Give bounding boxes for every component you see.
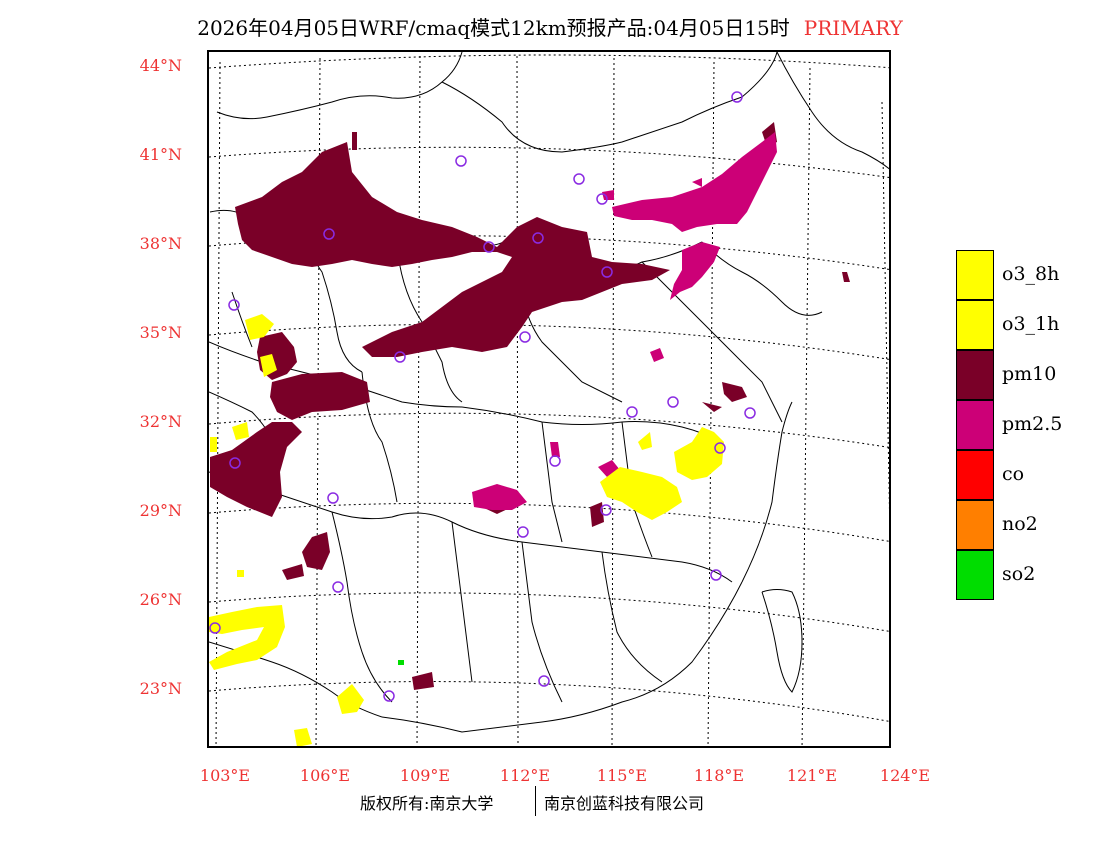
lon-label-109: 109°E (399, 766, 451, 785)
lon-label-106: 106°E (299, 766, 351, 785)
legend-item-o3-1h: o3_1h (956, 300, 1096, 350)
lon-label-124: 124°E (879, 766, 931, 785)
lat-label-38: 38°N (139, 234, 182, 253)
legend-swatch-pm25 (956, 400, 994, 450)
lat-label-29: 29°N (139, 501, 182, 520)
legend-item-so2: so2 (956, 550, 1096, 600)
legend-label-pm25: pm2.5 (1002, 413, 1063, 435)
legend-swatch-o3-8h (956, 250, 994, 300)
primary-tag: PRIMARY (803, 16, 903, 40)
footer-company: 南京创蓝科技有限公司 (544, 794, 705, 813)
lat-label-44: 44°N (139, 56, 182, 75)
lon-label-121: 121°E (786, 766, 838, 785)
map-title: 2026年04月05日WRF/cmaq模式12km预报产品:04月05日15时 P… (0, 12, 1100, 41)
lat-label-35: 35°N (139, 323, 182, 342)
legend-item-pm10: pm10 (956, 350, 1096, 400)
lon-label-103: 103°E (199, 766, 251, 785)
legend-swatch-pm10 (956, 350, 994, 400)
legend-label-o3-1h: o3_1h (1002, 313, 1060, 335)
lon-label-115: 115°E (596, 766, 648, 785)
legend: o3_8h o3_1h pm10 pm2.5 co no2 so2 (956, 250, 1096, 600)
lat-label-32: 32°N (139, 412, 182, 431)
legend-label-no2: no2 (1002, 513, 1038, 535)
legend-swatch-o3-1h (956, 300, 994, 350)
lon-label-112: 112°E (499, 766, 551, 785)
legend-swatch-so2 (956, 550, 994, 600)
legend-item-pm25: pm2.5 (956, 400, 1096, 450)
legend-item-o3-8h: o3_8h (956, 250, 1096, 300)
legend-item-no2: no2 (956, 500, 1096, 550)
map-panel[interactable] (207, 50, 891, 748)
legend-label-co: co (1002, 463, 1025, 485)
legend-label-so2: so2 (1002, 563, 1036, 585)
legend-swatch-co (956, 450, 994, 500)
legend-swatch-no2 (956, 500, 994, 550)
lat-label-23: 23°N (139, 679, 182, 698)
station-markers (209, 91, 756, 702)
footer-copyright: 版权所有:南京大学 (360, 794, 494, 813)
lon-label-118: 118°E (693, 766, 745, 785)
so2-patch (398, 660, 404, 665)
legend-label-o3-8h: o3_8h (1002, 263, 1060, 285)
map-title-text: 2026年04月05日WRF/cmaq模式12km预报产品:04月05日15时 (197, 16, 790, 40)
pm25-region (472, 132, 777, 510)
lat-label-41: 41°N (139, 145, 182, 164)
legend-item-co: co (956, 450, 1096, 500)
footer-separator (535, 786, 536, 816)
pm10-region (210, 122, 850, 690)
legend-label-pm10: pm10 (1002, 363, 1057, 385)
map-canvas (209, 52, 889, 746)
o3-region (209, 314, 724, 746)
lat-label-26: 26°N (139, 590, 182, 609)
